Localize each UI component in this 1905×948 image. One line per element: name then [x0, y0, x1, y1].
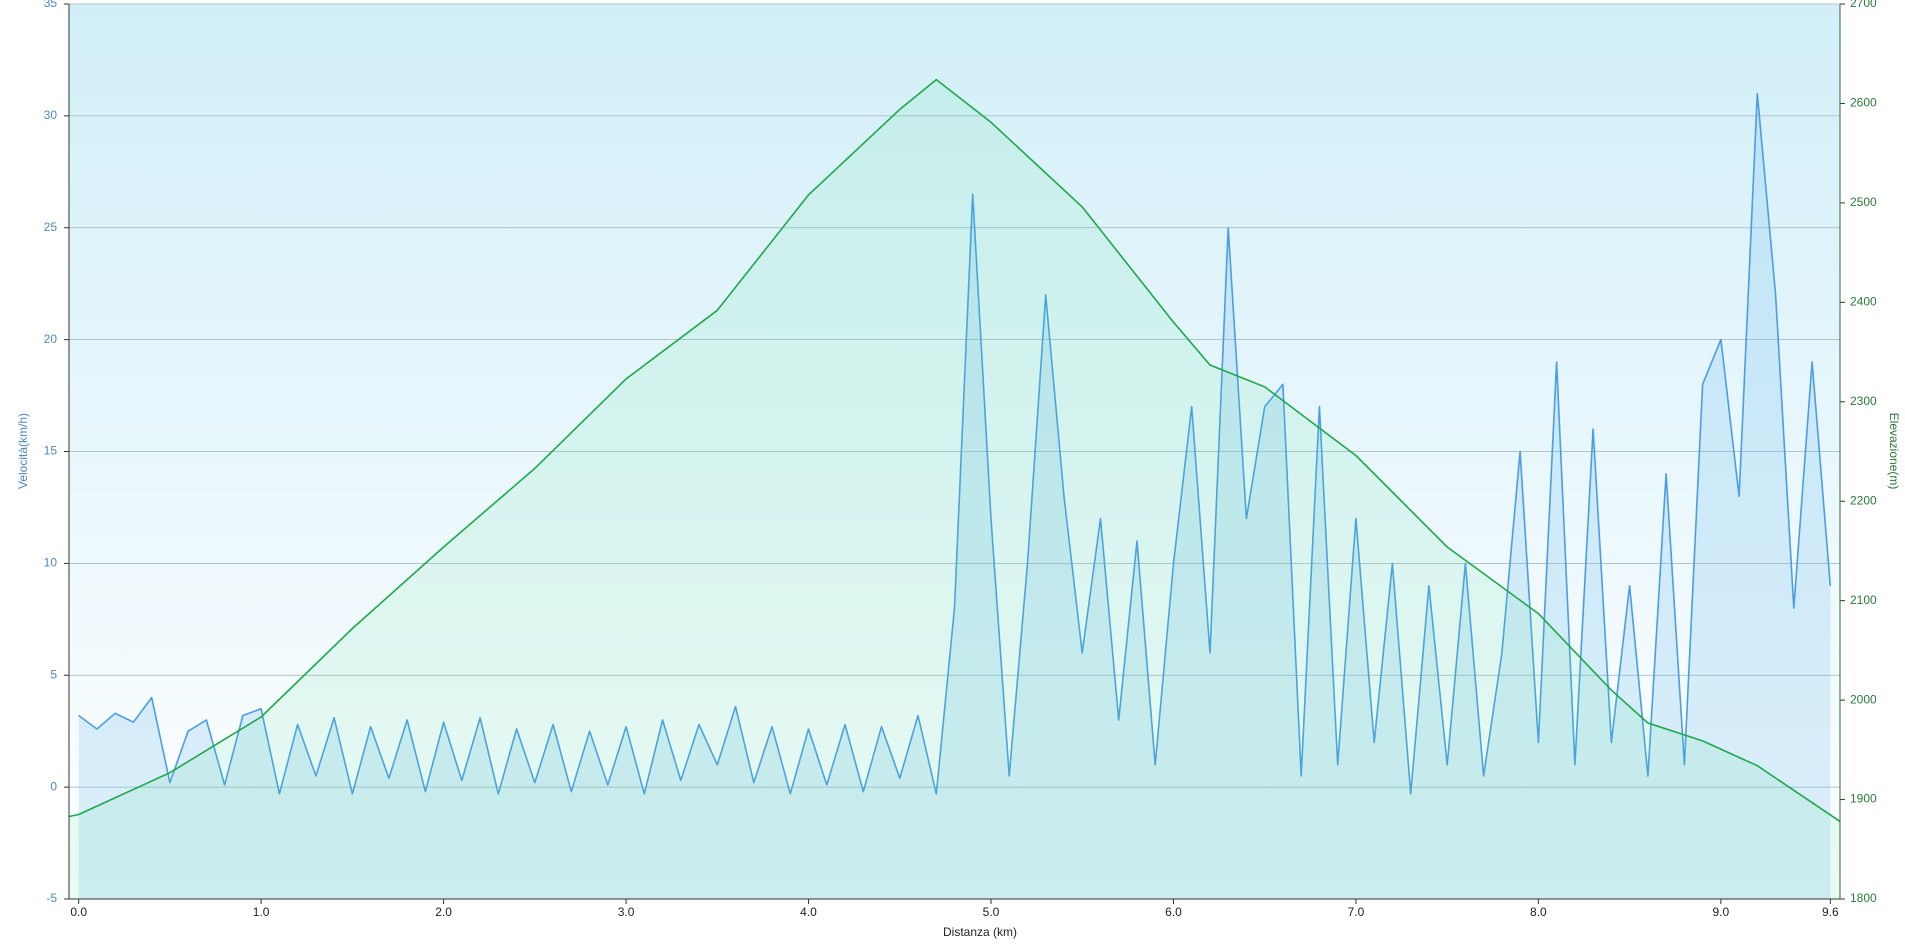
y2-tick-label: 1900: [1850, 792, 1877, 806]
y2-tick-label: 2600: [1850, 96, 1877, 110]
x-tick-label: 5.0: [983, 905, 1000, 919]
line: [68, 78, 1841, 823]
y2-tick-label: 2400: [1850, 295, 1877, 309]
y-tick-label: 35: [44, 0, 58, 10]
y-tick-label: 0: [50, 779, 57, 793]
y-tick-label: 15: [44, 444, 58, 458]
y2-tick-label: 2000: [1850, 692, 1877, 706]
y2-tick-label: 1800: [1850, 891, 1877, 905]
area: [78, 93, 1831, 899]
x-tick-label: 2.0: [435, 905, 452, 919]
x-tick-label: 9.0: [1713, 905, 1730, 919]
y2-tick-label: 2200: [1850, 493, 1877, 507]
x-tick-label: 0.0: [70, 905, 87, 919]
x-tick-label: 7.0: [1348, 905, 1365, 919]
y2-axis-title: Elevazione(m): [1887, 413, 1901, 490]
y-axis-title: Velocità(km/h): [16, 413, 30, 489]
x-tick-label: 9.6: [1822, 905, 1839, 919]
y-tick-label: 25: [44, 220, 58, 234]
x-tick-label: 4.0: [800, 905, 817, 919]
y2-tick-label: 2300: [1850, 394, 1877, 408]
line: [78, 92, 1832, 795]
x-axis-title: Distanza (km): [943, 925, 1017, 939]
x-tick-label: 6.0: [1165, 905, 1182, 919]
y-tick-label: 10: [44, 556, 58, 570]
y-tick-label: 5: [50, 667, 57, 681]
x-tick-label: 8.0: [1530, 905, 1547, 919]
x-tick-label: 3.0: [618, 905, 635, 919]
y2-tick-label: 2500: [1850, 195, 1877, 209]
y-tick-label: 20: [44, 332, 58, 346]
y-tick-label: -5: [46, 891, 57, 905]
y2-tick-label: 2700: [1850, 0, 1877, 10]
x-tick-label: 1.0: [253, 905, 270, 919]
y2-tick-label: 2100: [1850, 593, 1877, 607]
y-tick-label: 30: [44, 108, 58, 122]
area: [69, 79, 1840, 900]
